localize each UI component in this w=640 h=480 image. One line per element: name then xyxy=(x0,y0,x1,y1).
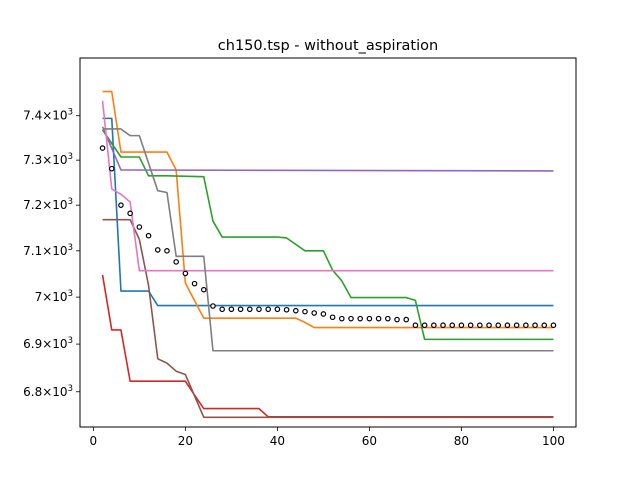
average-marker xyxy=(394,316,400,323)
average-marker xyxy=(210,303,216,309)
average-marker xyxy=(145,232,152,239)
x-axis: 0 20 40 60 80 100 xyxy=(90,427,565,448)
average-marker xyxy=(486,322,492,329)
x-tick-label: 80 xyxy=(454,434,469,448)
y-tick-label: 7×103 xyxy=(35,289,73,304)
average-marker xyxy=(302,308,308,315)
plot-frame xyxy=(79,57,577,428)
x-tick-label: 60 xyxy=(362,434,377,448)
series-lines xyxy=(101,90,554,419)
average-marker xyxy=(127,210,133,217)
average-marker xyxy=(532,322,538,329)
average-marker xyxy=(237,306,244,313)
average-marker xyxy=(182,270,189,277)
chart-title: ch150.tsp - without_aspiration xyxy=(218,38,438,54)
average-markers xyxy=(99,145,557,329)
y-tick-label: 6.9×103 xyxy=(23,336,73,351)
average-marker xyxy=(495,322,502,329)
average-marker xyxy=(118,202,124,208)
x-tick-label: 20 xyxy=(178,434,193,448)
average-marker xyxy=(173,259,179,265)
average-marker xyxy=(256,306,262,313)
average-marker xyxy=(458,322,465,329)
average-marker xyxy=(164,248,170,254)
average-marker xyxy=(108,165,115,172)
average-marker xyxy=(329,314,336,321)
average-marker xyxy=(311,310,318,316)
average-marker xyxy=(467,322,474,329)
y-axis: 6.8×103 6.9×103 7×103 7.1×103 7.2×103 7.3×103… xyxy=(23,108,80,399)
series-line-6 xyxy=(102,218,554,419)
average-marker xyxy=(191,280,198,287)
y-tick-label: 7.1×103 xyxy=(23,243,73,258)
average-marker xyxy=(431,322,437,329)
average-marker xyxy=(375,315,382,322)
series-line-3 xyxy=(101,129,554,341)
series-line-5 xyxy=(101,126,554,172)
average-marker xyxy=(265,306,271,313)
average-marker xyxy=(200,286,207,293)
average-marker xyxy=(403,316,410,323)
series-line-4 xyxy=(101,274,554,418)
average-marker xyxy=(421,322,428,329)
average-marker xyxy=(338,315,345,322)
average-marker xyxy=(477,322,483,329)
average-marker xyxy=(99,145,106,151)
average-marker xyxy=(513,322,520,329)
average-marker xyxy=(440,322,446,329)
average-marker xyxy=(283,306,290,313)
average-marker xyxy=(246,306,253,313)
average-marker xyxy=(320,311,327,317)
average-marker xyxy=(348,315,354,322)
average-marker xyxy=(274,306,281,313)
average-marker xyxy=(412,322,419,329)
series-line-7 xyxy=(101,100,554,272)
y-tick-label: 7.2×103 xyxy=(23,197,73,212)
average-marker xyxy=(357,315,364,322)
average-marker xyxy=(449,322,456,329)
average-marker xyxy=(385,315,391,322)
average-marker xyxy=(219,306,225,313)
average-marker xyxy=(366,315,373,322)
average-marker xyxy=(523,322,529,329)
y-tick-label: 7.4×103 xyxy=(23,108,73,123)
average-marker xyxy=(154,247,161,253)
average-marker xyxy=(550,322,557,329)
x-tick-label: 0 xyxy=(90,434,98,448)
y-tick-label: 7.3×103 xyxy=(23,152,73,167)
series-line-2 xyxy=(102,90,554,329)
average-marker xyxy=(292,307,299,314)
series-line-1 xyxy=(102,117,554,307)
y-tick-label: 6.8×103 xyxy=(23,384,73,399)
average-marker xyxy=(504,322,511,329)
x-tick-label: 100 xyxy=(542,434,565,448)
average-marker xyxy=(228,306,235,313)
series-line-8 xyxy=(102,128,554,352)
average-marker xyxy=(136,224,143,230)
x-tick-label: 40 xyxy=(270,434,285,448)
average-marker xyxy=(541,322,548,329)
